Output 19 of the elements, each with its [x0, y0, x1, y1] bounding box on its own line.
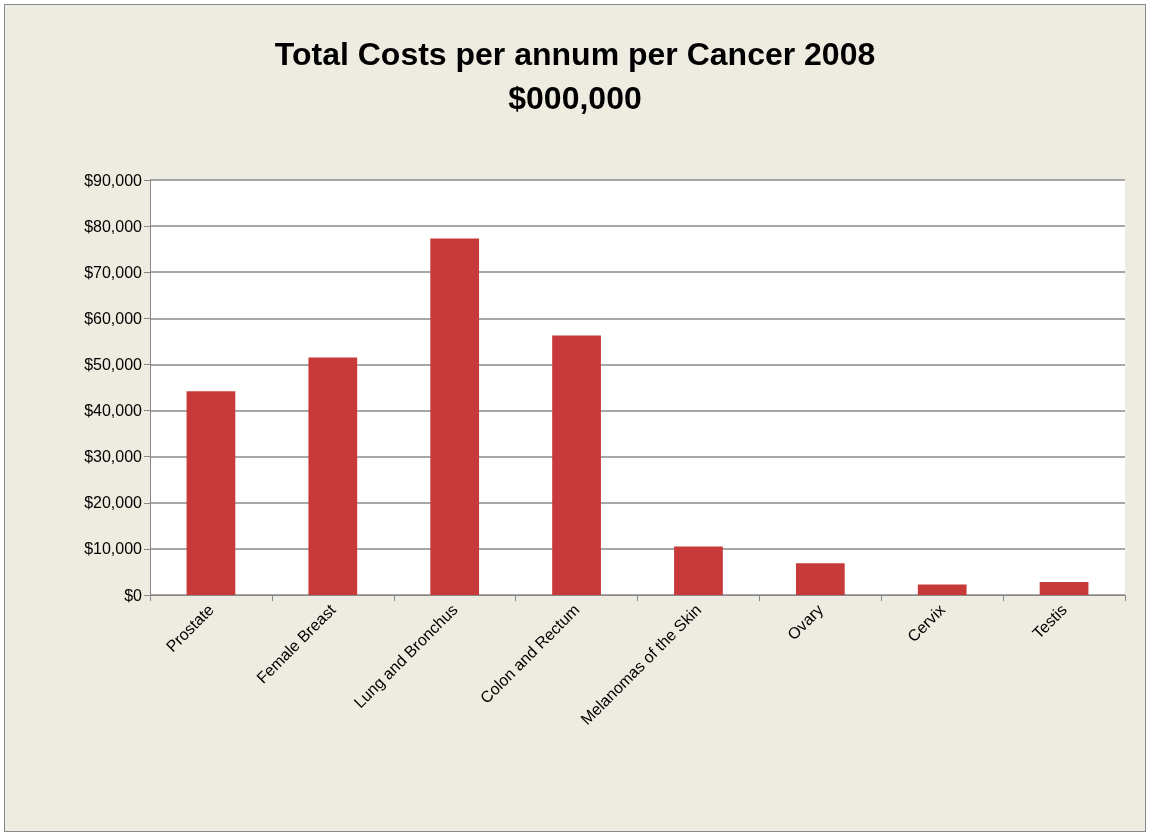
bar	[308, 357, 358, 595]
bar	[552, 335, 601, 595]
bar	[186, 391, 236, 595]
y-tick-label: $30,000	[84, 448, 143, 466]
y-tick-label: $0	[124, 586, 143, 604]
y-tick-label: $90,000	[84, 171, 143, 189]
bar	[1039, 582, 1089, 595]
bar	[430, 238, 480, 595]
chart-title: Total Costs per annum per Cancer 2008 $000,000	[274, 36, 876, 116]
y-tick-label: $60,000	[84, 309, 143, 327]
y-tick-label: $10,000	[84, 540, 143, 558]
bar	[674, 546, 723, 595]
y-tick-label: $20,000	[84, 494, 143, 512]
y-tick-label: $80,000	[84, 217, 143, 235]
y-tick-label: $70,000	[84, 263, 143, 281]
bar	[917, 584, 967, 595]
y-tick-label: $40,000	[84, 402, 143, 420]
bar	[795, 563, 845, 595]
y-tick-label: $50,000	[84, 355, 143, 373]
